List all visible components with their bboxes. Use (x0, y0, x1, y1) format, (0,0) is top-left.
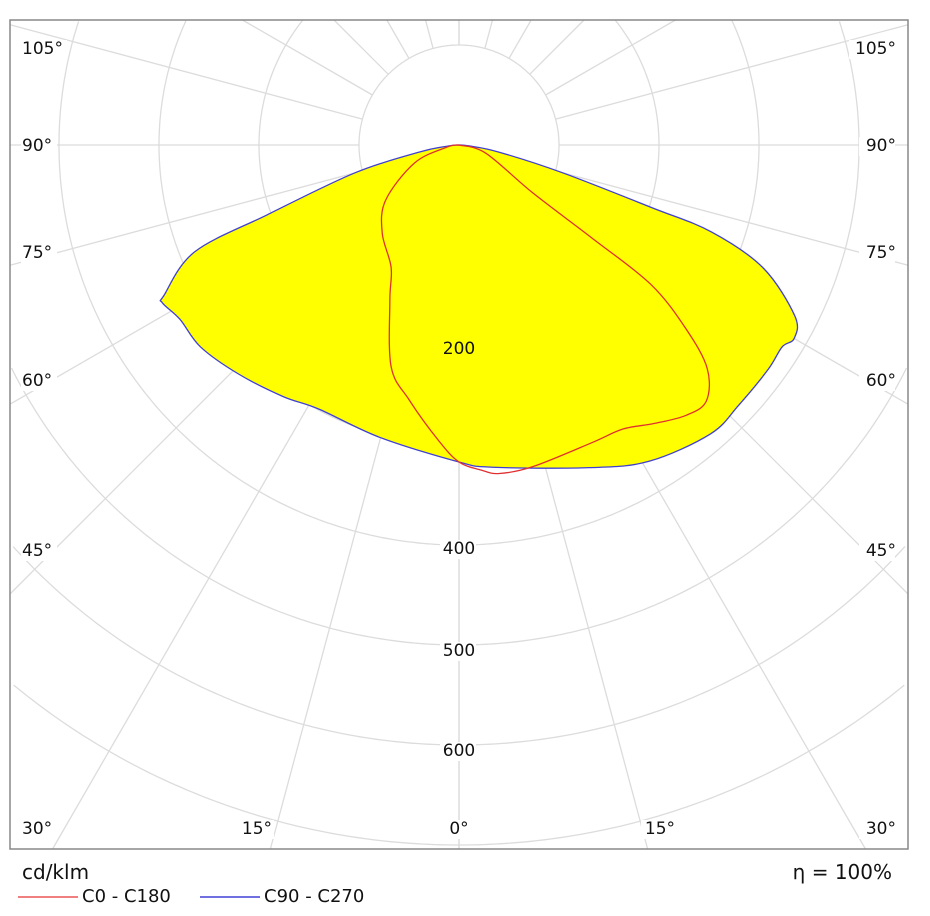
label-bg (440, 742, 476, 761)
grid-spoke (508, 19, 532, 59)
label-bg (21, 244, 57, 263)
plot-frame (9, 19, 909, 850)
legend-item-c0-c180: C0 - C180 (18, 886, 171, 907)
angle-label-bottom: 15° (645, 819, 675, 839)
grid-spoke (9, 24, 363, 120)
label-bg (859, 244, 895, 263)
angle-label-left: 30° (22, 819, 52, 839)
label-bg (21, 40, 67, 59)
label-bg (238, 820, 274, 839)
angle-label-right: 45° (866, 541, 896, 561)
label-bg (21, 137, 57, 156)
label-bg (445, 820, 471, 839)
curve-c0-c180 (380, 144, 711, 475)
label-bg (21, 542, 57, 561)
angle-label-right: 30° (866, 819, 896, 839)
label-bg (859, 137, 895, 156)
grid-spoke (424, 19, 434, 49)
label-bg (859, 372, 895, 391)
label-bg (21, 820, 57, 839)
unit-label: cd/klm (22, 860, 90, 884)
grid-spoke (333, 19, 389, 75)
grid-spoke (9, 170, 363, 266)
angle-label-left: 75° (22, 243, 52, 263)
label-bg (859, 820, 895, 839)
radial-label: 200 (443, 339, 475, 359)
radial-label: 600 (443, 741, 475, 761)
label-bg (440, 642, 476, 661)
grid-spoke (484, 19, 494, 49)
radial-label: 500 (443, 641, 475, 661)
legend-label: C90 - C270 (264, 886, 365, 907)
label-bg (849, 40, 895, 59)
curve-c90-c270 (159, 144, 799, 469)
label-bg (440, 540, 476, 559)
grid-spoke (242, 19, 373, 96)
efficiency-label: η = 100% (792, 860, 892, 884)
legend-item-c90-c270: C90 - C270 (200, 886, 364, 907)
grid-spoke (529, 19, 585, 75)
legend-swatch-red (18, 895, 78, 898)
grid-spoke (386, 19, 410, 59)
angle-label-bottom: 15° (242, 819, 272, 839)
angle-label-left: 105° (22, 39, 63, 59)
label-bg (641, 820, 677, 839)
plot-area (9, 19, 909, 850)
radial-label: 400 (443, 539, 475, 559)
angle-label-bottom: 0° (449, 819, 468, 839)
legend-swatch-blue (200, 895, 260, 898)
label-bg (21, 372, 57, 391)
angle-label-right: 75° (866, 243, 896, 263)
angle-label-right: 90° (866, 136, 896, 156)
angle-label-right: 105° (855, 39, 896, 59)
angle-label-left: 60° (22, 371, 52, 391)
label-bg (859, 542, 895, 561)
grid-spoke (555, 170, 909, 266)
grid-spoke (545, 19, 676, 96)
angle-label-left: 90° (22, 136, 52, 156)
angle-label-left: 45° (22, 541, 52, 561)
legend-label: C0 - C180 (82, 886, 171, 907)
angle-label-right: 60° (866, 371, 896, 391)
